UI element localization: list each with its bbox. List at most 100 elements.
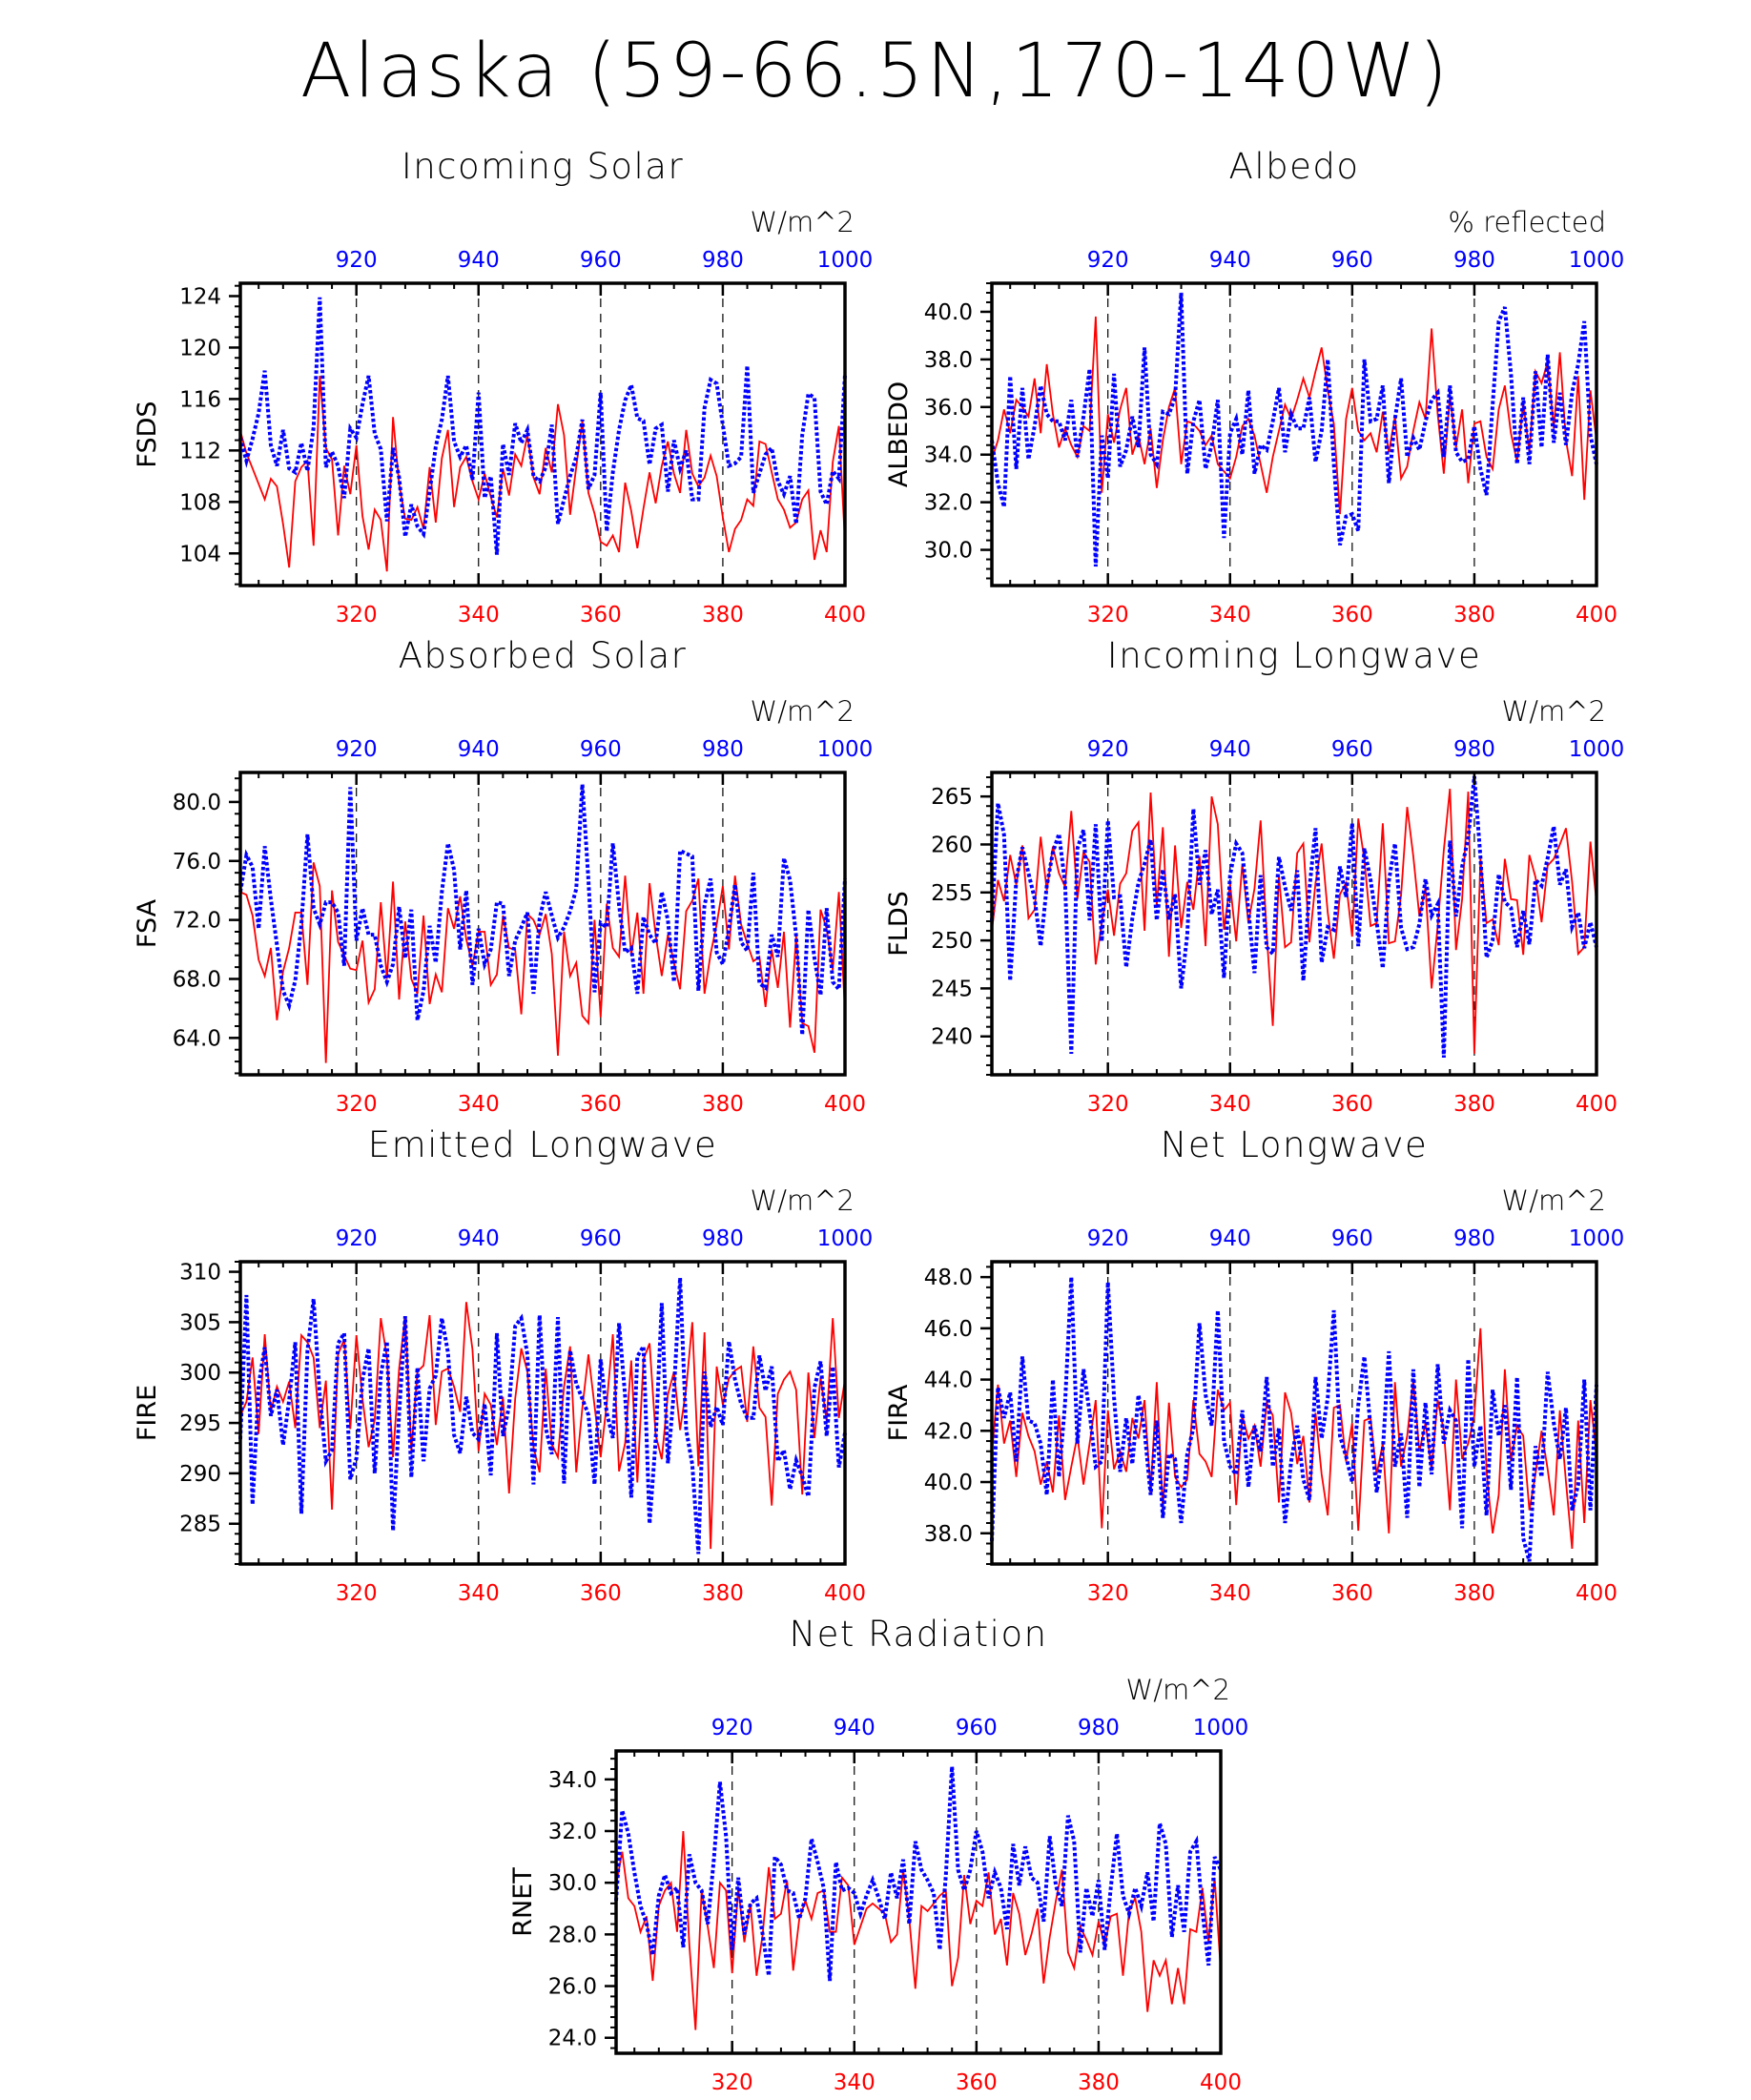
x-tick-label-top: 920 [336,1226,378,1251]
y-tick-label: 310 [179,1261,221,1286]
y-tick-label: 30.0 [548,1871,597,1896]
x-tick-label-top: 940 [1209,737,1251,762]
x-tick-label-bottom: 320 [711,2070,753,2095]
x-tick-label-top: 980 [1453,1226,1495,1251]
x-tick-label-top: 940 [458,737,500,762]
series-line-top-axis [990,292,1598,567]
y-tick-label: 124 [179,284,221,309]
x-tick-label-top: 960 [580,248,622,273]
units-label: W/m^2 [751,206,855,238]
chart-net-longwave: Net Longwave W/m^2 320 340 360 380 400 920 940 96… [884,1124,1624,1606]
y-tick-label: 112 [179,439,221,463]
x-tick-label-bottom: 320 [336,1092,378,1117]
plot-frame [238,281,847,587]
y-tick-label: 32.0 [924,491,973,516]
x-tick-label-bottom: 400 [1200,2070,1242,2095]
x-tick-label-bottom: 400 [1576,1092,1617,1117]
series-line-top-axis [238,784,847,1036]
y-tick-label: 255 [931,881,973,906]
x-tick-label-bottom: 320 [1087,1581,1129,1606]
x-tick-label-top: 960 [1331,248,1373,273]
x-tick-label-bottom: 360 [956,2070,998,2095]
y-tick-label: 38.0 [924,348,973,373]
x-tick-label-top: 980 [702,737,744,762]
x-tick-label-top: 940 [1209,248,1251,273]
x-tick-label-bottom: 320 [1087,603,1129,628]
x-tick-label-top: 960 [1331,1226,1373,1251]
x-tick-label-top: 980 [702,1226,744,1251]
x-tick-label-top: 920 [1087,248,1129,273]
x-tick-label-top: 920 [336,737,378,762]
y-tick-label: 245 [931,977,973,1001]
y-axis-label: ALBEDO [884,381,914,487]
x-tick-label-top: 960 [956,1716,998,1740]
x-tick-label-bottom: 320 [1087,1092,1129,1117]
units-label: W/m^2 [1502,1184,1606,1217]
x-tick-label-top: 920 [336,248,378,273]
y-tick-label: 76.0 [173,850,221,875]
page-title: Alaska (59-66.5N,170-140W) [300,29,1451,114]
y-tick-label: 42.0 [924,1419,973,1444]
y-tick-label: 40.0 [924,1471,973,1495]
x-tick-label-bottom: 340 [1209,1092,1251,1117]
y-tick-label: 290 [179,1462,221,1487]
y-tick-label: 34.0 [548,1768,597,1793]
y-axis-label: FSDS [133,401,162,467]
chart-title: Albedo [1229,146,1360,187]
x-tick-label-bottom: 340 [458,1092,500,1117]
y-tick-label: 285 [179,1513,221,1537]
x-tick-label-bottom: 360 [580,603,622,628]
x-tick-label-top: 940 [1209,1226,1251,1251]
x-tick-label-top: 940 [458,248,500,273]
chart-title: Absorbed Solar [399,635,688,676]
units-label: W/m^2 [751,695,855,728]
chart-net-radiation: Net Radiation W/m^2 320 340 360 380 400 920 940 9… [508,1614,1248,2095]
y-tick-label: 26.0 [548,1975,597,2000]
y-tick-label: 120 [179,336,221,360]
x-tick-label-top: 920 [711,1716,753,1740]
x-tick-label-bottom: 340 [834,2070,876,2095]
y-tick-label: 250 [931,929,973,954]
x-tick-label-top: 960 [580,1226,622,1251]
series-line-top-axis [990,1277,1598,1562]
chart-incoming-longwave: Incoming Longwave W/m^2 320 340 360 380 400 920… [884,635,1624,1117]
chart-emitted-longwave: Emitted Longwave W/m^2 320 340 360 380 400 920 9… [133,1124,873,1606]
y-tick-label: 28.0 [548,1923,597,1947]
y-axis-label: FSA [133,898,162,948]
chart-title: Net Longwave [1161,1124,1429,1165]
chart-title: Net Radiation [789,1614,1047,1655]
y-tick-label: 104 [179,542,221,566]
x-tick-label-bottom: 400 [824,1581,866,1606]
x-tick-label-bottom: 360 [580,1581,622,1606]
x-tick-label-bottom: 380 [1453,1581,1495,1606]
plot-frame [238,1260,847,1566]
units-label: W/m^2 [1502,695,1606,728]
y-tick-label: 72.0 [173,909,221,934]
y-axis-label: FIRE [133,1385,162,1441]
x-tick-label-bottom: 340 [1209,603,1251,628]
series-line-bottom-axis [991,789,1597,1054]
y-tick-label: 68.0 [173,967,221,992]
chart-incoming-solar: Incoming Solar W/m^2 320 340 360 380 400 920 940… [133,146,873,628]
series-line-bottom-axis [239,376,846,572]
x-tick-label-top: 940 [834,1716,876,1740]
x-tick-label-top: 960 [1331,737,1373,762]
x-tick-label-bottom: 400 [1576,1581,1617,1606]
chart-absorbed-solar: Absorbed Solar W/m^2 320 340 360 380 400 920 940… [133,635,873,1117]
series-line-bottom-axis [239,1302,846,1550]
x-tick-label-top: 1000 [1569,1226,1625,1251]
chart-title: Emitted Longwave [368,1124,718,1165]
plot-frame [990,281,1598,587]
y-tick-label: 240 [931,1025,973,1050]
y-tick-label: 24.0 [548,2027,597,2051]
x-tick-label-bottom: 380 [702,1092,744,1117]
x-tick-label-top: 1000 [817,248,874,273]
y-tick-label: 38.0 [924,1522,973,1547]
series-line-top-axis [990,775,1598,1058]
x-tick-label-bottom: 320 [336,603,378,628]
y-tick-label: 46.0 [924,1317,973,1342]
y-tick-label: 295 [179,1411,221,1436]
x-tick-label-top: 980 [1453,737,1495,762]
x-tick-label-top: 920 [1087,1226,1129,1251]
x-tick-label-bottom: 320 [336,1581,378,1606]
